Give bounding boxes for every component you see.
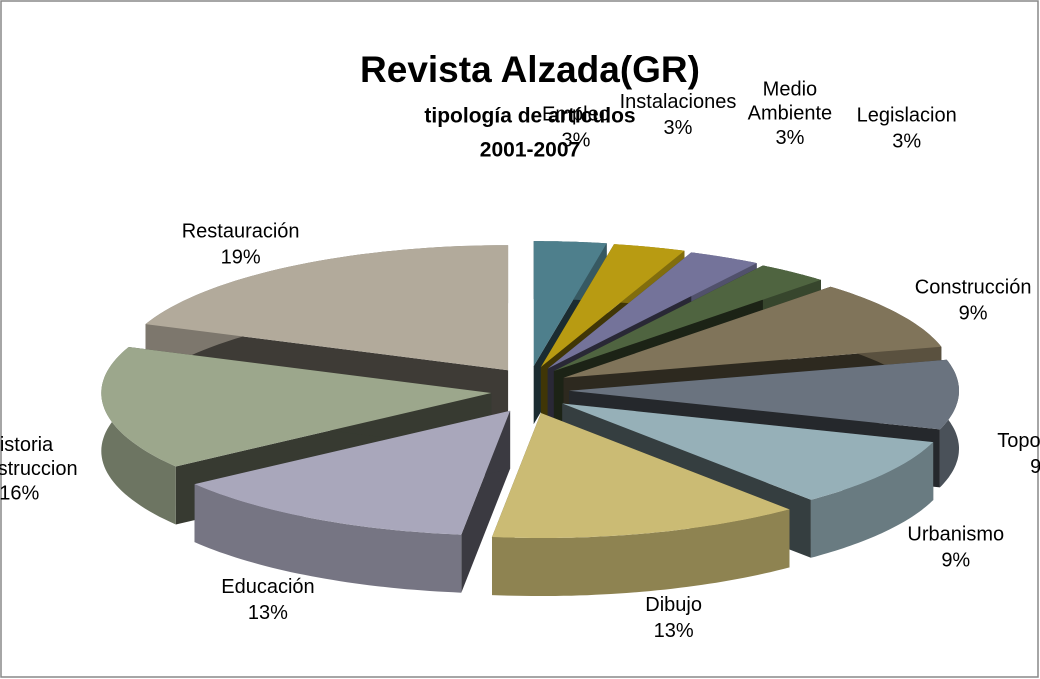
data-label-name: Topografía: [997, 430, 1040, 452]
slice-wall: [194, 484, 462, 593]
data-label-value: 3%: [775, 127, 804, 149]
slice-top: [540, 244, 685, 367]
data-label-value: 3%: [664, 117, 693, 139]
data-label-value: 19%: [221, 246, 261, 268]
data-label-name: Legislacion: [857, 104, 957, 126]
data-label-name: Educación: [221, 576, 314, 598]
slice-top: [492, 413, 790, 538]
data-label-name: Construcción: [915, 276, 1032, 298]
data-label-name: Instalaciones: [620, 91, 737, 113]
slice: [194, 410, 511, 593]
data-label-name: Empleo: [542, 103, 610, 125]
data-label-name: Restauración: [182, 220, 300, 242]
data-label-value: 3%: [561, 129, 590, 151]
slice-top: [533, 241, 607, 367]
chart-subtitle: tipología de artículos: [424, 105, 635, 128]
slice-top: [563, 286, 942, 378]
slice-top: [145, 245, 509, 371]
slice-top: [547, 252, 757, 369]
slice-top: [562, 403, 934, 500]
slice-wall: [492, 509, 790, 596]
data-label-name: Urbanismo: [907, 523, 1004, 545]
slice-top: [101, 347, 492, 467]
data-label-name: Dibujo: [645, 594, 702, 616]
data-label-value: 3%: [892, 130, 921, 152]
chart-title: Revista Alzada(GR): [360, 49, 700, 90]
data-label-value: 13%: [248, 602, 288, 624]
data-label-value: 9%: [959, 302, 988, 324]
data-label-name: HistoriaConstruccion: [0, 434, 78, 480]
data-label-value: 9%: [1030, 456, 1040, 478]
data-label-name: Medio Ambiente: [748, 79, 833, 125]
slice: [492, 413, 790, 596]
slice-top: [194, 410, 511, 535]
data-label-value: 16%: [0, 482, 39, 504]
slice-top: [569, 359, 959, 430]
slice-wall: [810, 442, 934, 558]
pie: [101, 241, 959, 596]
slice-top: [553, 265, 821, 371]
chart-subtitle: 2001-2007: [480, 139, 580, 162]
data-label-value: 13%: [654, 620, 694, 642]
data-label-value: 9%: [941, 549, 970, 571]
